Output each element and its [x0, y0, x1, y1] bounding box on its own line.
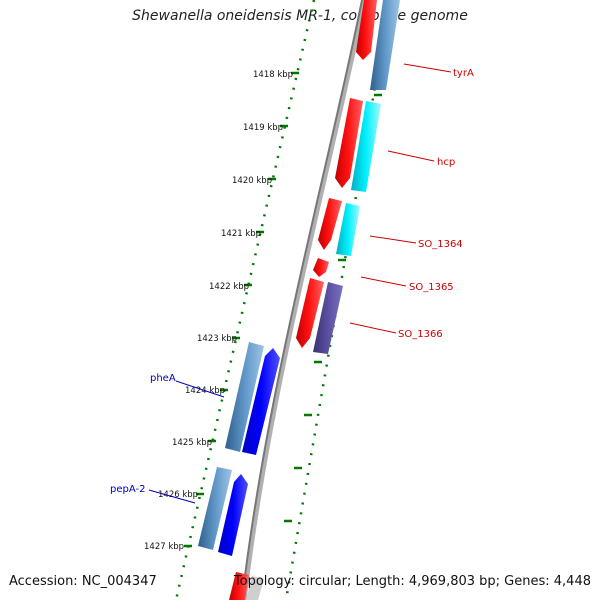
gene-SO1365-forward[interactable] — [313, 258, 329, 277]
scale-label: 1420 kbp — [232, 176, 272, 186]
outer-tick-track — [174, 0, 316, 600]
gene-label-pheA[interactable]: pheA — [150, 373, 176, 384]
scale-label: 1419 kbp — [243, 123, 283, 133]
forward-label-leaders — [349, 63, 452, 334]
cog-pheA[interactable] — [225, 342, 264, 452]
gene-SO1366-forward[interactable] — [296, 278, 324, 348]
genome-summary-text: Topology: circular; Length: 4,969,803 bp… — [233, 574, 591, 589]
scale-label: 1425 kbp — [172, 438, 212, 448]
scale-label: 1421 kbp — [221, 229, 261, 239]
cog-hcp[interactable] — [351, 101, 381, 192]
gene-label-SO1365[interactable]: SO_1365 — [409, 282, 454, 293]
gene-label-SO1366[interactable]: SO_1366 — [398, 329, 443, 340]
reverse-strand-genes — [198, 342, 280, 556]
gene-bottom-forward[interactable] — [229, 572, 249, 600]
scale-label: 1426 kbp — [158, 490, 198, 500]
gene-pheA-reverse[interactable] — [242, 348, 280, 455]
reverse-label-leaders — [148, 380, 225, 504]
inner-tick-track — [284, 0, 392, 600]
scale-label: 1422 kbp — [209, 282, 249, 292]
cog-SO1366[interactable] — [313, 282, 343, 354]
scale-label: 1427 kbp — [144, 542, 184, 552]
gene-pepA2-reverse[interactable] — [218, 474, 248, 556]
backbone-arc — [241, 0, 367, 600]
gene-label-pepA2[interactable]: pepA-2 — [110, 484, 145, 495]
cog-bottom[interactable] — [246, 576, 264, 600]
cog-tyrA[interactable] — [370, 0, 400, 90]
gene-hcp-forward[interactable] — [335, 98, 363, 188]
gene-label-SO1364[interactable]: SO_1364 — [418, 239, 463, 250]
gene-SO1364-forward[interactable] — [318, 198, 342, 250]
forward-cog-genes — [246, 0, 400, 600]
scale-ticks — [184, 71, 299, 548]
gene-label-tyrA[interactable]: tyrA — [453, 68, 474, 79]
gene-tyrA-forward[interactable] — [356, 0, 377, 60]
cog-pepA2[interactable] — [198, 467, 232, 550]
backbone-arc-shade — [241, 0, 363, 600]
forward-strand-genes — [229, 0, 377, 600]
accession-text: Accession: NC_004347 — [9, 574, 157, 589]
cog-SO1364[interactable] — [336, 203, 360, 256]
scale-label: 1418 kbp — [253, 70, 293, 80]
gene-label-hcp[interactable]: hcp — [437, 157, 455, 168]
scale-label: 1423 kbp — [197, 334, 237, 344]
